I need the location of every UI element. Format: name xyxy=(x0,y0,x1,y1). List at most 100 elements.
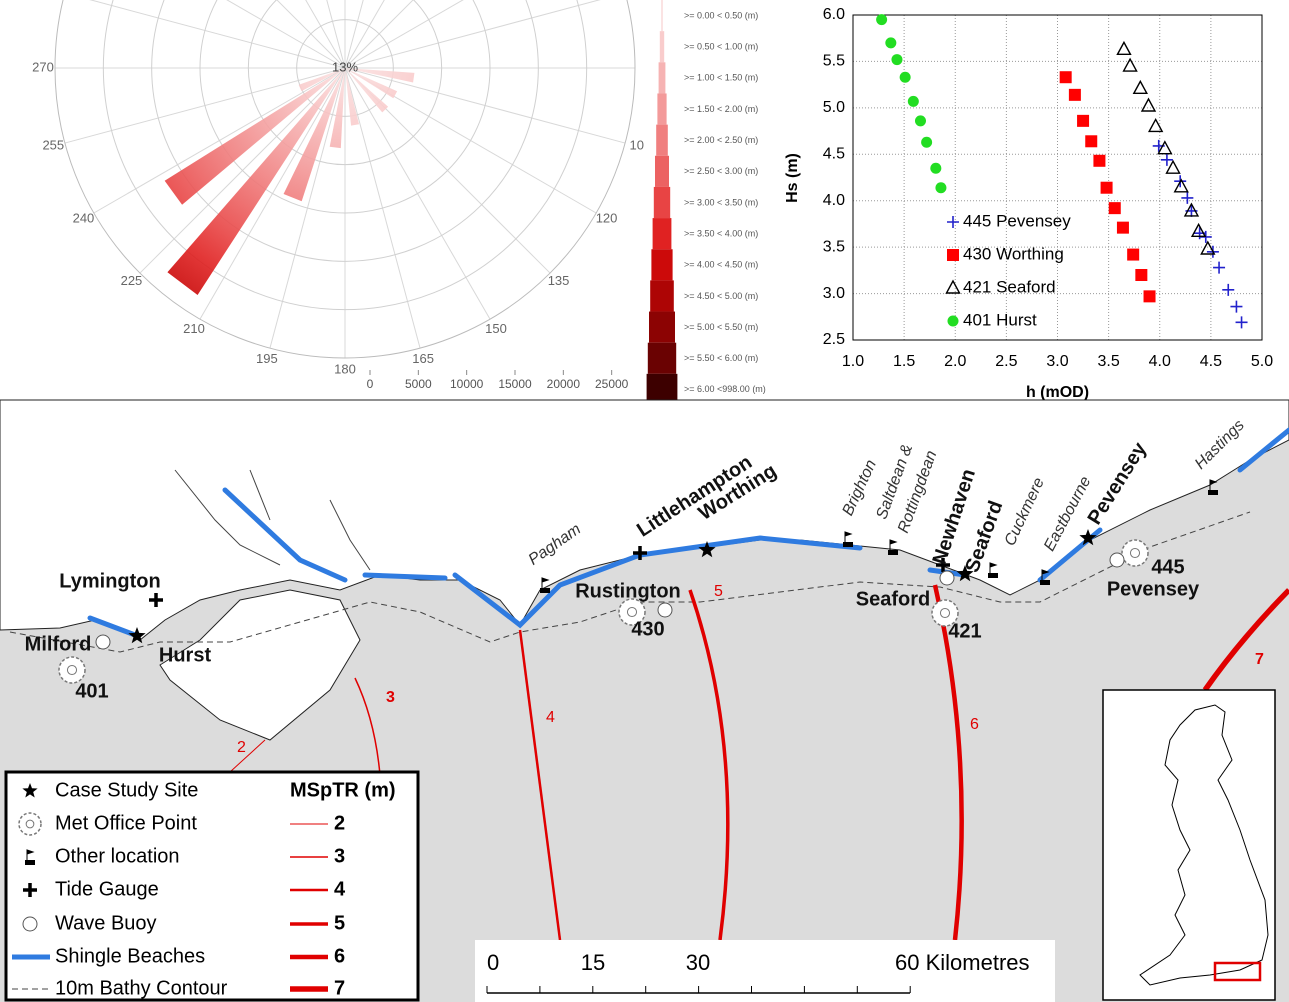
place-label: Seaford xyxy=(856,588,930,610)
legend-label: >= 2.00 < 2.50 (m) xyxy=(684,135,758,145)
legend-range-label: 4 xyxy=(334,878,346,900)
tidal-range-label: 7 xyxy=(1255,651,1264,668)
angle-tick-label: 165 xyxy=(412,351,434,366)
point xyxy=(1109,202,1121,214)
legend-swatch xyxy=(661,0,663,31)
angle-tick-label: 240 xyxy=(73,210,95,225)
tidal-range-label: 2 xyxy=(237,739,246,756)
legend-label: >= 6.00 <998.00 (m) xyxy=(684,384,766,394)
petal xyxy=(345,68,359,126)
legend-swatch xyxy=(656,125,668,156)
other-location xyxy=(1208,490,1218,495)
legend-range-label: 7 xyxy=(334,977,345,999)
y-tick-label: 3.5 xyxy=(823,238,845,255)
legend-label: >= 1.00 < 1.50 (m) xyxy=(684,73,758,83)
point xyxy=(1222,284,1234,296)
point xyxy=(908,96,919,107)
angle-tick-label: 225 xyxy=(121,273,143,288)
y-axis-label: Hs (m) xyxy=(784,153,801,203)
wave-buoy xyxy=(940,571,954,585)
legend-label: Tide Gauge xyxy=(55,878,159,900)
legend-label: 10m Bathy Contour xyxy=(55,977,228,999)
place-label: Pevensey xyxy=(1107,578,1200,600)
x-tick-label: 3.0 xyxy=(1046,353,1068,370)
angle-tick-label: 210 xyxy=(183,321,205,336)
legend-label: >= 1.50 < 2.00 (m) xyxy=(684,104,758,114)
point xyxy=(1060,71,1072,83)
other-location xyxy=(1040,580,1050,585)
shingle-beach xyxy=(365,575,445,578)
legend-swatch xyxy=(650,280,674,311)
place-label: 401 xyxy=(75,680,108,702)
angle-tick-label: 255 xyxy=(42,138,64,153)
r-tick-label: 20000 xyxy=(547,377,581,391)
angle-tick-label: 180 xyxy=(334,361,356,376)
other-location xyxy=(988,573,998,578)
legend-label: >= 4.50 < 5.00 (m) xyxy=(684,291,758,301)
legend-swatch xyxy=(648,343,676,374)
r-tick-label: 5000 xyxy=(405,377,432,391)
legend-label: Met Office Point xyxy=(55,812,197,834)
met-office-point xyxy=(59,657,85,683)
point xyxy=(1101,182,1113,194)
met-office-point xyxy=(1122,540,1148,566)
point xyxy=(1167,161,1180,173)
rose-center-label: 13% xyxy=(332,59,358,74)
legend-range-label: 3 xyxy=(334,845,345,867)
scale-label: 60 Kilometres xyxy=(895,950,1030,975)
tidal-range-label: 6 xyxy=(970,716,979,733)
y-tick-label: 2.5 xyxy=(823,331,845,348)
point xyxy=(935,182,946,193)
y-tick-label: 4.0 xyxy=(823,192,845,209)
legend-label: Case Study Site xyxy=(55,779,198,801)
tidal-range-label: 3 xyxy=(386,689,395,706)
x-tick-label: 3.5 xyxy=(1098,353,1120,370)
rose-spoke xyxy=(65,0,345,68)
point xyxy=(1144,290,1156,302)
angle-tick-label: 195 xyxy=(256,351,278,366)
legend-label: >= 5.50 < 6.00 (m) xyxy=(684,353,758,363)
r-tick-label: 15000 xyxy=(498,377,532,391)
legend-label: 421 Seaford xyxy=(963,277,1056,296)
legend-range-label: 6 xyxy=(334,945,345,967)
legend-swatch xyxy=(660,31,664,62)
angle-tick-label: 270 xyxy=(32,59,54,74)
point xyxy=(900,72,911,83)
x-tick-label: 1.0 xyxy=(842,353,864,370)
place-label: 421 xyxy=(948,620,981,642)
point xyxy=(1230,301,1242,313)
point xyxy=(891,54,902,65)
y-tick-label: 6.0 xyxy=(823,6,845,23)
legend-label: 445 Pevensey xyxy=(963,211,1071,230)
legend-label: >= 3.50 < 4.00 (m) xyxy=(684,228,758,238)
x-axis-label: h (mOD) xyxy=(1026,384,1089,401)
point xyxy=(1077,115,1089,127)
legend-label: >= 2.50 < 3.00 (m) xyxy=(684,166,758,176)
legend-marker xyxy=(947,216,959,228)
legend-marker xyxy=(947,249,959,261)
wave-buoy xyxy=(23,917,37,931)
x-tick-label: 2.5 xyxy=(995,353,1017,370)
other-location xyxy=(540,588,550,593)
place-label: Hurst xyxy=(159,644,212,666)
point xyxy=(1213,262,1225,274)
legend-label: >= 5.00 < 5.50 (m) xyxy=(684,322,758,332)
rose-spoke xyxy=(140,0,345,68)
point xyxy=(1192,224,1205,236)
point xyxy=(1135,269,1147,281)
y-tick-label: 5.0 xyxy=(823,99,845,116)
legend-label: 401 Hurst xyxy=(963,310,1037,329)
y-tick-label: 5.5 xyxy=(823,53,845,70)
y-tick-label: 4.5 xyxy=(823,146,845,163)
point xyxy=(1181,192,1193,204)
point xyxy=(885,37,896,48)
point xyxy=(1117,222,1129,234)
x-tick-label: 2.0 xyxy=(944,353,966,370)
legend-marker xyxy=(947,281,960,293)
legend-swatch xyxy=(655,156,669,187)
legend-swatch xyxy=(657,93,666,124)
legend-swatch xyxy=(649,312,675,343)
point xyxy=(1134,81,1147,93)
scale-label: 30 xyxy=(686,950,710,975)
place-label: Lymington xyxy=(59,570,160,592)
